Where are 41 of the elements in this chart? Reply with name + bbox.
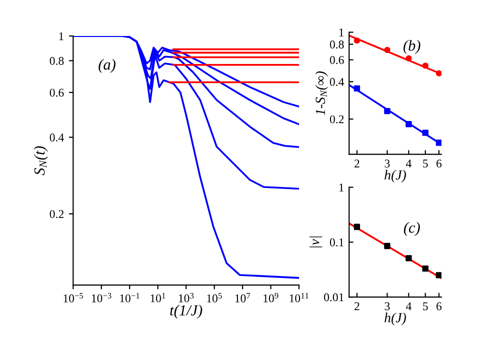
y-axis-title: |ν| xyxy=(310,236,322,248)
y-tick-label: 1 xyxy=(339,28,344,36)
y-tick-label: 0.01 xyxy=(324,293,344,302)
y-axis-title: S$_{N}$(t) xyxy=(34,146,48,176)
annotation: (c) xyxy=(404,222,420,236)
x-tick-label: 4 xyxy=(406,160,412,168)
x-axis-title: t(1/J) xyxy=(170,304,202,319)
y-tick-label: 0.8 xyxy=(50,56,64,65)
x-tick-label: 10$^{−3}$ xyxy=(92,292,112,302)
annotation: (b) xyxy=(404,40,420,54)
x-tick-label: 10$^{5}$ xyxy=(207,293,222,302)
x-tick-label: 4 xyxy=(406,302,412,310)
y-tick-label: 0.6 xyxy=(50,88,64,97)
y-tick-label: 0.1 xyxy=(330,238,344,246)
x-axis-title: h(J) xyxy=(384,170,406,183)
x-axis-title: h(J) xyxy=(384,312,406,326)
x-tick-label: 2 xyxy=(354,302,360,310)
x-tick-label: 6 xyxy=(436,302,442,310)
y-tick-label: 1 xyxy=(59,32,64,40)
annotation: (a) xyxy=(98,58,116,73)
y-tick-label: 1 xyxy=(339,184,344,192)
x-tick-label: 3 xyxy=(384,302,390,310)
y-tick-label: 0.2 xyxy=(50,210,64,218)
x-tick-label: 10$^{11}$ xyxy=(290,292,308,302)
y-tick-label: 0.2 xyxy=(330,115,344,124)
y-tick-label: 0.8 xyxy=(330,40,344,49)
x-tick-label: 5 xyxy=(423,302,428,310)
x-tick-label: 10$^{−1}$ xyxy=(120,292,140,302)
x-tick-label: 10$^{9}$ xyxy=(264,292,278,302)
x-tick-label: 5 xyxy=(423,160,428,168)
x-tick-label: 10$^{1}$ xyxy=(150,292,166,302)
y-tick-label: 0.6 xyxy=(330,56,344,64)
x-tick-label: 10$^{7}$ xyxy=(235,293,250,302)
x-tick-label: 10$^{−5}$ xyxy=(64,293,84,302)
y-tick-label: 0.4 xyxy=(50,134,64,142)
y-tick-label: 0.4 xyxy=(330,78,344,86)
x-tick-label: 10$^{3}$ xyxy=(178,292,194,302)
x-tick-label: 3 xyxy=(384,160,390,168)
y-axis-title: 1-S$_{N}$(∞) xyxy=(315,71,328,116)
x-tick-label: 2 xyxy=(354,160,360,168)
x-tick-label: 6 xyxy=(436,160,442,168)
